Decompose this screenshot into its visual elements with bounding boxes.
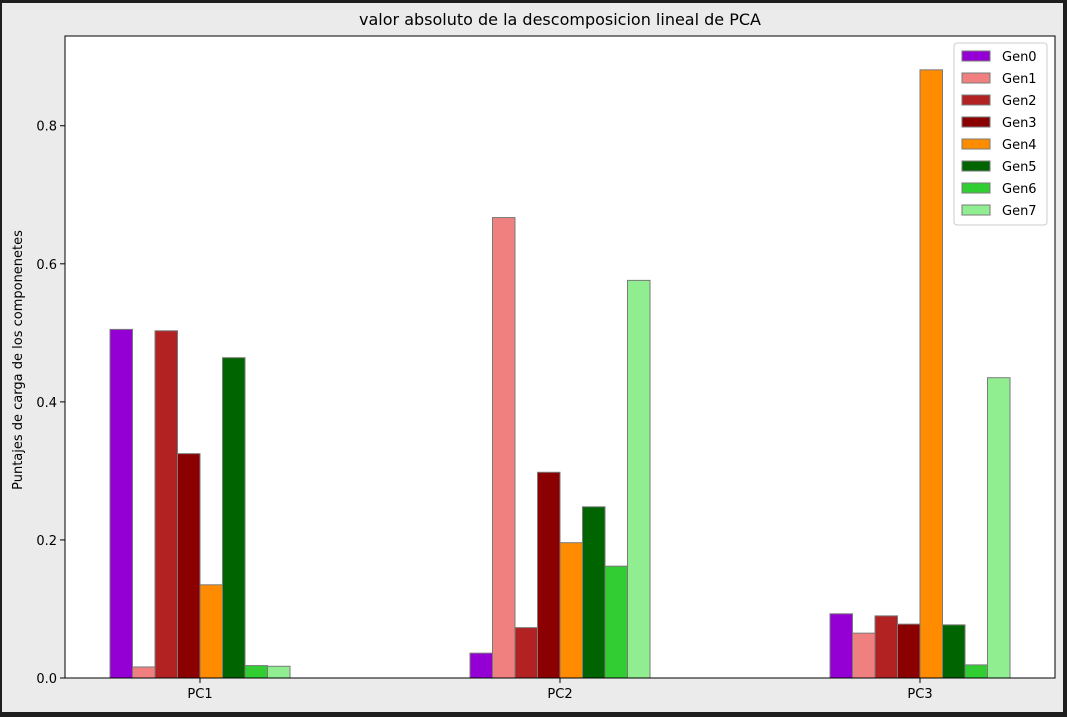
bar-gen4-pc2 (559, 542, 583, 679)
x-tick-label: PC2 (547, 687, 572, 702)
legend-swatch (961, 72, 991, 84)
legend-swatch (961, 116, 991, 128)
bar-gen1-pc2 (492, 217, 516, 679)
legend-label: Gen0 (1002, 50, 1037, 65)
bar-gen0-pc3 (829, 613, 853, 679)
bars-layer (109, 69, 1011, 679)
y-tick-label: 0.6 (36, 258, 57, 273)
bar-gen3-pc2 (537, 471, 561, 679)
x-tick-label: PC1 (187, 687, 212, 702)
legend-box (953, 42, 1048, 226)
legend-swatch (961, 138, 991, 150)
legend-label: Gen6 (1002, 182, 1037, 197)
axes-layer: 0.0 0.2 0.4 0.6 0.8 PC1 PC2 PC3 (36, 35, 1056, 702)
bar-gen4-pc3 (919, 69, 943, 679)
bar-gen7-pc2 (627, 279, 651, 679)
x-tick-label: PC3 (907, 687, 932, 702)
bar-gen6-pc2 (604, 565, 628, 679)
bar-gen5-pc2 (582, 506, 606, 679)
legend-swatch (961, 50, 991, 62)
bar-gen6-pc3 (964, 664, 988, 679)
bar-gen5-pc3 (942, 624, 966, 679)
legend-label: Gen7 (1002, 204, 1037, 219)
legend-label: Gen4 (1002, 138, 1037, 153)
legend-label: Gen2 (1002, 94, 1037, 109)
chart-figure: valor absoluto de la descomposicion line… (2, 3, 1063, 712)
y-tick-label: 0.0 (36, 672, 57, 687)
bar-gen7-pc3 (987, 377, 1011, 679)
legend-swatch (961, 182, 991, 194)
legend-label: Gen3 (1002, 116, 1037, 131)
y-tick-label: 0.4 (36, 396, 57, 411)
bar-gen2-pc2 (514, 627, 538, 679)
bar-gen1-pc1 (132, 666, 156, 679)
bar-gen4-pc1 (199, 584, 223, 679)
bar-gen0-pc2 (469, 652, 493, 679)
chart-svg: valor absoluto de la descomposicion line… (11, 10, 1056, 702)
y-axis-label: Puntajes de carga de los componenetes (11, 230, 26, 490)
legend: Gen0 Gen1 Gen2 Gen3 Gen4 Gen5 Gen6 Gen7 (953, 42, 1048, 226)
bar-gen2-pc1 (154, 330, 178, 679)
bar-gen7-pc1 (267, 665, 291, 679)
chart-title: valor absoluto de la descomposicion line… (359, 10, 761, 29)
y-tick-label: 0.2 (36, 534, 57, 549)
bar-gen5-pc1 (222, 357, 246, 679)
bar-gen0-pc1 (109, 328, 133, 679)
legend-swatch (961, 94, 991, 106)
bar-gen1-pc3 (852, 632, 876, 679)
bar-gen6-pc1 (244, 665, 268, 679)
y-tick-label: 0.8 (36, 120, 57, 135)
legend-label: Gen1 (1002, 72, 1037, 87)
bar-gen3-pc3 (897, 623, 921, 679)
legend-swatch (961, 160, 991, 172)
bar-gen3-pc1 (177, 453, 201, 679)
legend-swatch (961, 204, 991, 216)
legend-label: Gen5 (1002, 160, 1037, 175)
bar-gen2-pc3 (874, 615, 898, 679)
